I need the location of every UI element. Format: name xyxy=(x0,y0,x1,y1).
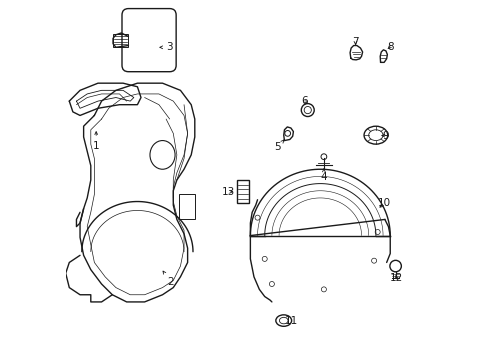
Text: 4: 4 xyxy=(320,169,327,182)
Text: 7: 7 xyxy=(352,37,359,46)
Text: 3: 3 xyxy=(160,42,173,52)
Text: 1: 1 xyxy=(93,132,99,151)
Text: 8: 8 xyxy=(387,42,393,51)
Bar xyxy=(113,34,128,46)
Text: 12: 12 xyxy=(390,273,403,283)
Bar xyxy=(179,194,195,220)
Text: 13: 13 xyxy=(222,187,236,197)
Text: 6: 6 xyxy=(301,96,308,106)
Text: 2: 2 xyxy=(163,271,174,287)
Text: 9: 9 xyxy=(382,131,389,140)
Text: 10: 10 xyxy=(378,198,392,208)
Text: 5: 5 xyxy=(275,140,284,152)
Text: 11: 11 xyxy=(285,316,298,325)
Bar xyxy=(237,180,248,203)
